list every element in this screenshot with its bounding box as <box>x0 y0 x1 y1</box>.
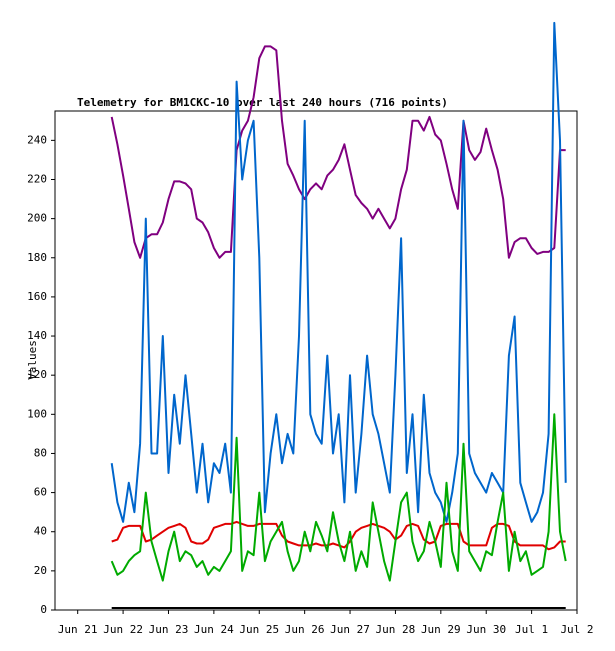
plot-frame <box>54 110 578 611</box>
y-tick-label: 40 <box>34 525 47 538</box>
y-tick-label: 180 <box>27 251 47 264</box>
x-tick-label: Jun 28 <box>376 623 416 636</box>
x-tick-label: Jun 24 <box>194 623 234 636</box>
series-line <box>111 520 566 551</box>
x-tick-label: Jun 30 <box>466 623 506 636</box>
x-tick-label: Jul 2 <box>560 623 593 636</box>
y-tick-label: 240 <box>27 133 47 146</box>
y-tick-label: 20 <box>34 564 47 577</box>
y-tick-label: 120 <box>27 368 47 381</box>
y-tick-label: 200 <box>27 212 47 225</box>
series-line <box>110 45 566 259</box>
x-tick-label: Jun 27 <box>330 623 370 636</box>
x-tick-label: Jul 1 <box>515 623 548 636</box>
y-axis-label: Values <box>26 340 39 380</box>
y-tick-label: 140 <box>27 329 47 342</box>
y-tick-label: 0 <box>40 603 47 616</box>
x-tick-label: Jun 22 <box>103 623 143 636</box>
y-tick-label: 220 <box>27 172 47 185</box>
y-tick-label: 160 <box>27 290 47 303</box>
y-tick-label: 100 <box>27 407 47 420</box>
series-line <box>110 413 567 582</box>
x-tick-label: Jun 29 <box>421 623 461 636</box>
chart-title: Telemetry for BM1CKC-10 over last 240 ho… <box>77 96 448 109</box>
y-tick-label: 60 <box>34 486 47 499</box>
x-tick-label: Jun 23 <box>149 623 189 636</box>
series-line <box>110 21 567 523</box>
x-tick-label: Jun 25 <box>239 623 279 636</box>
y-tick-label: 80 <box>34 446 47 459</box>
x-tick-label: Jun 21 <box>58 623 98 636</box>
x-tick-label: Jun 26 <box>285 623 325 636</box>
